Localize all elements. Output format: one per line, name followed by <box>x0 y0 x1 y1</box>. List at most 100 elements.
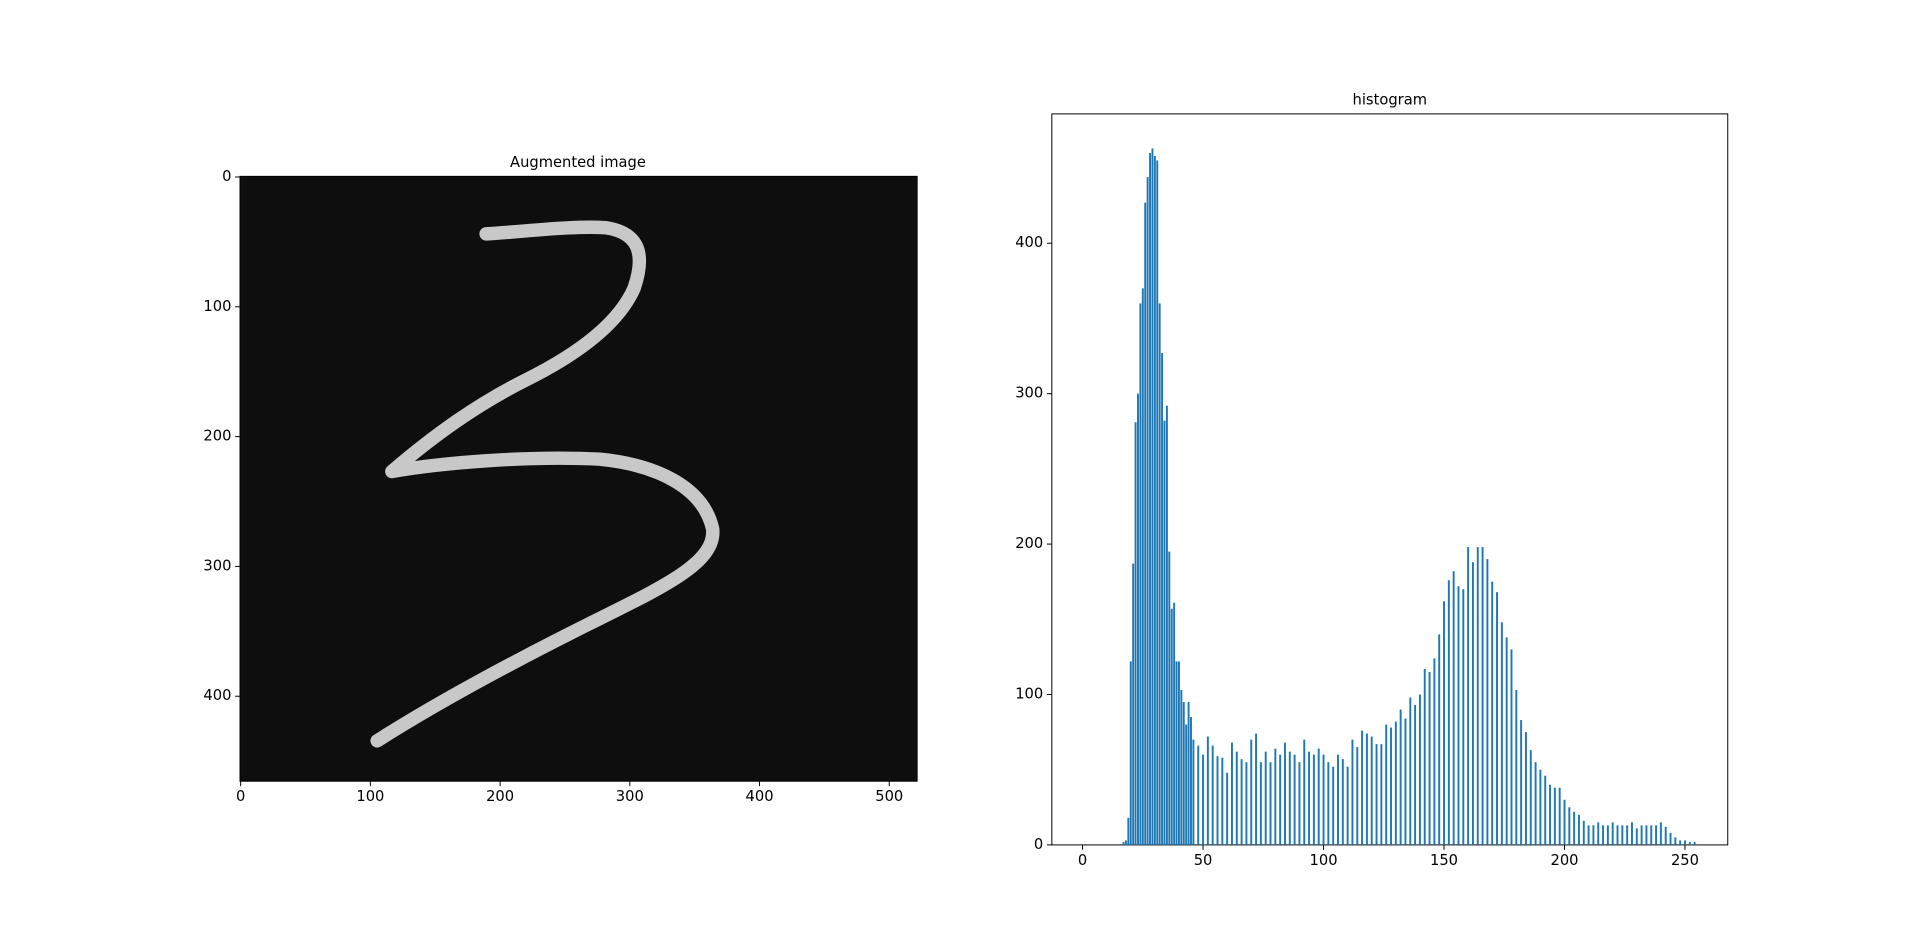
bar <box>1141 288 1144 845</box>
bar <box>1173 602 1176 845</box>
bar <box>1129 661 1132 845</box>
chart-title: histogram <box>1353 91 1427 108</box>
bar <box>1250 739 1253 845</box>
bar <box>1631 822 1633 845</box>
bar <box>1156 160 1159 845</box>
bar <box>1165 405 1168 845</box>
bar <box>1486 559 1489 845</box>
bar <box>1452 571 1455 845</box>
bar <box>1447 580 1450 845</box>
bar <box>1438 634 1441 845</box>
bar <box>1409 697 1412 845</box>
bar <box>1180 689 1183 845</box>
bar <box>1122 841 1125 845</box>
bar <box>1139 303 1142 845</box>
bar <box>1462 589 1465 845</box>
y-tick-label: 100 <box>203 298 231 315</box>
bar <box>1144 202 1147 845</box>
bar <box>1370 736 1373 845</box>
bar <box>1226 772 1229 845</box>
bar <box>1124 840 1127 845</box>
bar <box>1288 751 1291 845</box>
bar <box>1341 759 1344 845</box>
y-tick-label: 400 <box>203 687 231 704</box>
bar <box>1230 742 1233 845</box>
bar <box>1332 766 1335 845</box>
bar <box>1404 718 1407 845</box>
bar <box>1539 769 1542 845</box>
bar <box>1346 766 1349 845</box>
bar <box>1197 745 1200 845</box>
y-tick-label: 0 <box>1034 836 1043 853</box>
bar <box>1491 581 1494 845</box>
bar <box>1206 736 1209 845</box>
y-tick-label: 200 <box>1015 535 1043 552</box>
bar <box>1529 750 1532 845</box>
bar <box>1351 739 1354 845</box>
bar <box>1185 724 1188 845</box>
bar <box>1471 562 1474 845</box>
bar <box>1361 730 1364 845</box>
bar <box>1549 784 1552 845</box>
bar <box>1500 622 1503 845</box>
bar <box>1476 547 1479 845</box>
bar <box>1151 148 1154 845</box>
bar <box>1414 705 1417 845</box>
digit-stroke <box>370 220 720 748</box>
histogram-panel: histogram <box>1051 91 1729 846</box>
bar <box>1153 156 1156 845</box>
bar <box>1428 671 1431 845</box>
bar <box>1327 762 1330 845</box>
axes-frame <box>1051 113 1729 846</box>
bar <box>1394 721 1397 845</box>
bar <box>1132 563 1135 845</box>
bar <box>1303 739 1306 845</box>
bar <box>1568 807 1571 845</box>
x-tick-label: 0 <box>236 788 245 805</box>
bar <box>1635 828 1638 845</box>
bar <box>1365 733 1368 845</box>
x-tick-label: 300 <box>616 788 644 805</box>
bar <box>1216 756 1219 845</box>
image <box>240 176 918 782</box>
bar <box>1385 724 1388 845</box>
bar <box>1177 661 1180 845</box>
bar <box>1679 840 1682 845</box>
bar <box>1443 601 1445 845</box>
bar <box>1202 754 1205 845</box>
y-tick-label: 200 <box>203 428 231 445</box>
x-tick-label: 0 <box>1078 852 1087 869</box>
x-tick-label: 200 <box>1550 852 1578 869</box>
bar <box>1515 689 1518 845</box>
bar <box>1158 303 1161 845</box>
bar <box>1602 825 1605 845</box>
bar <box>1127 817 1130 845</box>
bar <box>1211 745 1214 845</box>
x-tick-label: 100 <box>356 788 384 805</box>
bar <box>1356 747 1359 845</box>
bar <box>1688 841 1691 845</box>
image-panel: Augmented image <box>239 154 918 782</box>
bar <box>1558 787 1561 845</box>
x-tick-label: 250 <box>1671 852 1699 869</box>
bar <box>1496 592 1498 845</box>
bar <box>1190 717 1192 845</box>
bar <box>1597 822 1600 845</box>
bar <box>1534 762 1537 845</box>
bar <box>1192 739 1195 845</box>
y-tick-label: 100 <box>1015 685 1043 702</box>
y-tick-label: 300 <box>1015 385 1043 402</box>
bar <box>1659 822 1662 845</box>
bar <box>1606 825 1609 845</box>
bar <box>1505 637 1508 845</box>
y-tick-label: 300 <box>203 557 231 574</box>
bar <box>1240 759 1243 845</box>
bar <box>1187 702 1190 845</box>
bar <box>1375 744 1378 845</box>
bar <box>1182 702 1185 845</box>
y-tick-label: 0 <box>222 168 231 185</box>
bar <box>1467 547 1470 845</box>
bar <box>1175 661 1178 845</box>
bar <box>1655 825 1658 845</box>
